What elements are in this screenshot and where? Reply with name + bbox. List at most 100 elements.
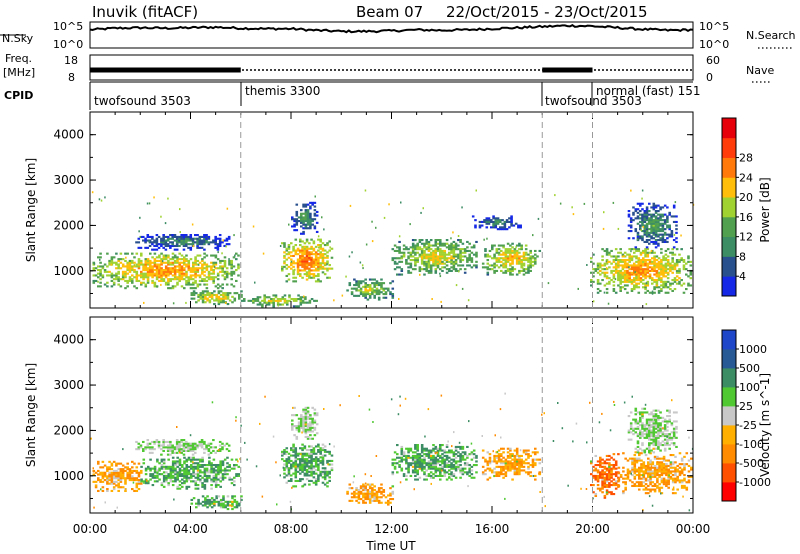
noise-right-ytick-top: 10^5 xyxy=(699,20,729,33)
cpid-segment-3: twofsound 3503 xyxy=(545,94,642,108)
velocity-colorbar-tick-2: 500 xyxy=(739,362,760,375)
velocity-colorbar-label: Velocity [m s^-1] xyxy=(758,373,772,477)
frequency-trace xyxy=(90,67,693,73)
y-tick-label-2: 2000 xyxy=(53,423,84,437)
date-range: 22/Oct/2015 - 23/Oct/2015 xyxy=(446,3,648,21)
frequency-panel: Freq. [MHz] 18 8 60 0 Nave xyxy=(3,52,774,84)
velocity-colorbar-tick-5: -25 xyxy=(739,419,757,432)
cpid-segment-4: normal (fast) 151 xyxy=(596,84,700,98)
power-colorbar-swatch-2 xyxy=(722,256,736,277)
y-tick-label-4: 4000 xyxy=(53,128,84,142)
y-tick-label-2: 2000 xyxy=(53,218,84,232)
velocity-ylabel: Slant Range [km] xyxy=(24,363,38,467)
scatter-region-2 xyxy=(135,234,231,251)
nave-ytick-top: 60 xyxy=(706,54,720,67)
velocity-colorbar-tick-6: -100 xyxy=(739,438,764,451)
twofsound-freq-band-1 xyxy=(90,67,241,73)
power-colorbar-swatch-6 xyxy=(722,177,736,198)
scatter-region-7 xyxy=(346,278,395,301)
y-tick-label-1: 1000 xyxy=(53,469,84,483)
cpid-panel: CPID twofsound 3503 themis 3300 twofsoun… xyxy=(4,81,700,110)
scatter-region-2 xyxy=(140,456,241,490)
velocity-colorbar-swatch-3 xyxy=(722,444,736,464)
velocity-colorbar-tick-7: -500 xyxy=(739,457,764,470)
noise-right-label: N.Search xyxy=(746,29,796,42)
scatter-region-5 xyxy=(281,443,334,488)
scatter-region-9 xyxy=(481,447,542,481)
speckle-points xyxy=(91,189,695,307)
scatter-region-10 xyxy=(590,453,620,499)
power-colorbar-swatch-1 xyxy=(722,276,736,297)
nave-label: Nave xyxy=(746,64,774,77)
scatter-region-7 xyxy=(346,483,395,506)
beam-title: Beam 07 xyxy=(356,3,423,21)
velocity-y-axis: 1000 2000 3000 4000 xyxy=(53,333,693,499)
station-title: Inuvik (fitACF) xyxy=(92,3,198,21)
scatter-region-9 xyxy=(481,242,542,276)
power-colorbar-swatch-4 xyxy=(722,216,736,238)
noise-ylabel: N.Sky xyxy=(2,32,34,45)
power-colorbar-tick-4: 16 xyxy=(739,211,753,224)
noise-ytick-bottom: 10^0 xyxy=(53,38,83,51)
velocity-colorbar-swatch-1 xyxy=(722,482,736,502)
time-xlabel: Time UT xyxy=(365,539,416,553)
power-data-cells xyxy=(91,189,695,308)
velocity-colorbar-tick-3: 100 xyxy=(739,381,760,394)
power-colorbar-tick-6: 24 xyxy=(739,171,753,184)
noise-ytick-top: 10^5 xyxy=(53,20,83,33)
y-tick-label-4: 4000 xyxy=(53,333,84,347)
x-tick-label-2: 04:00 xyxy=(173,522,208,536)
speckle-points xyxy=(90,392,694,512)
cpid-ylabel: CPID xyxy=(4,89,33,102)
scatter-region-8 xyxy=(391,239,478,276)
scatter-region-11 xyxy=(617,452,693,495)
power-colorbar: 4 8 12 16 20 24 28 xyxy=(721,117,753,297)
velocity-colorbar: 1000 500 100 25 -25 -100 -500 -1000 xyxy=(721,329,771,502)
scatter-region-3 xyxy=(135,439,231,456)
power-ylabel: Slant Range [km] xyxy=(24,158,38,262)
velocity-colorbar-tick-1: 1000 xyxy=(739,343,767,356)
power-y-axis: 1000 2000 3000 4000 xyxy=(53,128,693,294)
power-colorbar-swatch-8 xyxy=(722,137,736,158)
twofsound-freq-band-2 xyxy=(542,67,593,73)
scatter-region-5 xyxy=(291,201,319,235)
power-colorbar-tick-7: 28 xyxy=(739,152,753,165)
freq-unit: [MHz] xyxy=(3,66,35,79)
noise-sky-line xyxy=(89,24,694,34)
scatter-region-12 xyxy=(627,202,678,249)
scatter-region-11 xyxy=(590,248,693,294)
velocity-colorbar-swatch-5 xyxy=(722,406,736,426)
power-colorbar-tick-5: 20 xyxy=(739,191,753,204)
x-tick-label-5: 16:00 xyxy=(475,522,510,536)
x-tick-label-6: 20:00 xyxy=(575,522,610,536)
velocity-colorbar-swatch-9 xyxy=(722,330,736,350)
scatter-region-1 xyxy=(92,252,240,290)
scatter-region-10 xyxy=(471,215,522,231)
velocity-colorbar-swatch-7 xyxy=(722,368,736,388)
power-colorbar-tick-1: 4 xyxy=(739,270,746,283)
power-colorbar-swatch-5 xyxy=(722,197,736,218)
power-colorbar-swatch-9 xyxy=(722,118,736,139)
scatter-region-1 xyxy=(92,460,143,493)
cpid-segment-1: twofsound 3503 xyxy=(94,94,191,108)
velocity-colorbar-swatch-4 xyxy=(722,425,736,445)
freq-ytick-top: 18 xyxy=(64,54,78,67)
velocity-colorbar-tick-4: 25 xyxy=(739,400,753,413)
y-tick-label-3: 3000 xyxy=(53,378,84,392)
noise-panel: N.Sky 10^5 10^0 10^5 10^0 N.Search xyxy=(0,20,796,51)
y-tick-label-3: 3000 xyxy=(53,173,84,187)
velocity-colorbar-swatch-6 xyxy=(722,387,736,407)
power-colorbar-label: Power [dB] xyxy=(758,177,772,242)
velocity-data-cells xyxy=(90,392,694,512)
power-panel: 1000 2000 3000 4000 Slant Range [km] 4 8 12 16… xyxy=(24,111,772,309)
y-tick-label-1: 1000 xyxy=(53,264,84,278)
noise-right-ytick-bottom: 10^0 xyxy=(699,38,729,51)
power-colorbar-swatch-7 xyxy=(722,157,736,178)
scatter-region-4 xyxy=(281,238,334,283)
freq-ytick-bottom: 8 xyxy=(68,71,75,84)
velocity-colorbar-swatch-2 xyxy=(722,463,736,483)
nave-ytick-bottom: 0 xyxy=(706,71,713,84)
mode-change-lines xyxy=(240,112,593,513)
cpid-segment-2: themis 3300 xyxy=(245,84,320,98)
